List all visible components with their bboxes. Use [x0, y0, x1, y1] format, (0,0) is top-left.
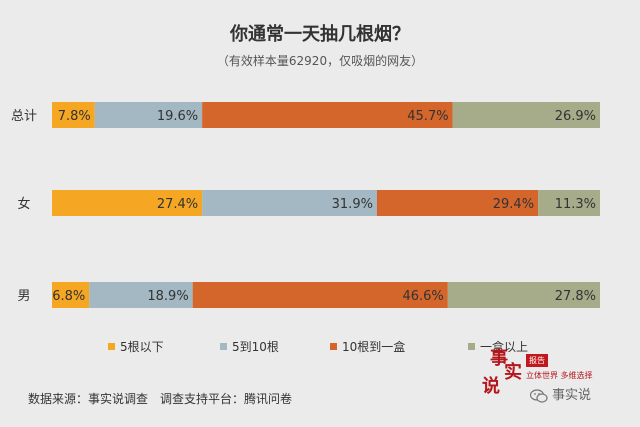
data-label: 11.3%: [555, 197, 596, 212]
watermark-char-2: 实: [504, 362, 522, 383]
legend-swatch: [220, 343, 227, 350]
data-label: 31.9%: [332, 197, 373, 212]
chart-title: 你通常一天抽几根烟？: [230, 24, 410, 45]
data-label: 27.4%: [157, 197, 198, 212]
legend-swatch: [468, 343, 475, 350]
bar-segment: [202, 102, 453, 128]
data-source-note: 数据来源：事实说调查 调查支持平台：腾讯问卷: [28, 392, 293, 406]
category-label: 总计: [11, 109, 37, 124]
data-label: 26.9%: [555, 109, 596, 124]
chart-subtitle: （有效样本量62920，仅吸烟的网友）: [216, 54, 424, 68]
bar-segment: [202, 190, 377, 216]
category-label: 男: [17, 289, 30, 304]
watermark-badge: 报告: [526, 354, 548, 367]
bar-segment: [52, 190, 203, 216]
legend-label: 一盒以上: [480, 339, 528, 354]
category-label: 女: [17, 196, 30, 212]
bar-segment: [52, 102, 95, 128]
legend-label: 10根到一盒: [342, 339, 405, 354]
legend-swatch: [108, 343, 115, 350]
bar-segment: [89, 282, 193, 308]
watermark-char-1: 事: [490, 348, 508, 369]
data-label: 6.8%: [52, 289, 85, 304]
bar-segment: [452, 102, 600, 128]
legend-label: 5到10根: [232, 340, 279, 354]
watermark-tagline: 立体世界 多维选择: [526, 371, 593, 380]
wechat-account-name: 事实说: [552, 388, 592, 403]
watermark-char-3: 说: [482, 376, 500, 397]
data-label: 46.6%: [402, 289, 443, 304]
data-label: 18.9%: [147, 289, 188, 304]
data-label: 7.8%: [58, 109, 91, 124]
data-label: 29.4%: [493, 197, 534, 212]
brand-watermark: 事 实 说 报告 立体世界 多维选择: [470, 340, 600, 400]
bar-segment: [376, 190, 539, 216]
bar-segment: [447, 282, 600, 308]
bar-segment: [192, 282, 448, 308]
wechat-icon: [530, 388, 548, 403]
data-label: 19.6%: [157, 109, 198, 124]
data-label: 45.7%: [407, 109, 448, 124]
legend-label: 5根以下: [120, 340, 164, 354]
bar-segment: [94, 102, 203, 128]
data-label: 27.8%: [555, 289, 596, 304]
bar-segment: [52, 282, 90, 308]
legend-swatch: [330, 343, 337, 350]
bar-segment: [538, 190, 600, 216]
wechat-account: 事实说: [530, 384, 591, 403]
